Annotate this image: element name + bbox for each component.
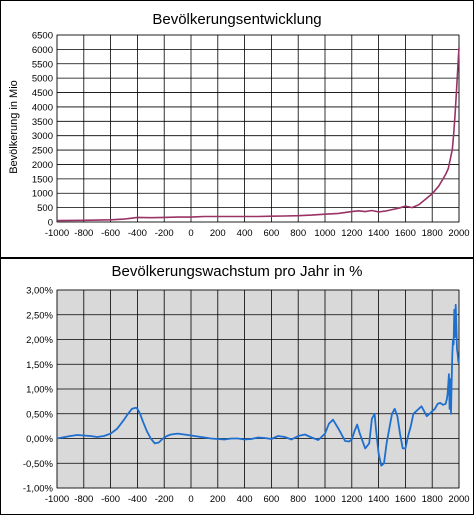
x-tick-label: 1200	[341, 494, 362, 505]
y-axis-label: Bevölkerung in Mio	[8, 80, 20, 174]
x-tick-label: 1400	[368, 228, 389, 239]
x-tick-label: 1000	[314, 494, 335, 505]
population-chart: Bevölkerungsentwicklung Bevölkerung in M…	[8, 11, 470, 240]
chart-divider	[0, 257, 474, 259]
x-tick-label: 600	[263, 228, 279, 239]
y-tick-label: 1,50%	[26, 360, 53, 371]
x-tick-label: 1800	[422, 228, 443, 239]
y-tick-label: 2,00%	[26, 335, 53, 346]
plot-area: -1000 -800 -600 -400 -200 0 200 400 600 800 1000 12…	[23, 286, 470, 506]
x-tick-label: -1000	[45, 494, 69, 505]
x-tick-label: 400	[237, 228, 253, 239]
plot-area: -1000 -800 -600 -400 -200 0 200 400 600 800 1000 12…	[32, 31, 470, 240]
y-tick-label: 0,00%	[26, 434, 53, 445]
x-tick-label: 1000	[314, 228, 335, 239]
y-tick-label: 0	[48, 218, 53, 229]
x-tick-label: -800	[74, 494, 93, 505]
x-tick-label: 2000	[448, 228, 469, 239]
x-tick-label: 0	[188, 228, 193, 239]
series-line	[56, 303, 460, 467]
y-tick-label: 6500	[32, 31, 53, 42]
x-tick-label: 800	[290, 228, 306, 239]
y-tick-label: 6000	[32, 45, 53, 56]
y-tick-label: 2000	[32, 160, 53, 171]
x-tick-label: 1600	[395, 494, 416, 505]
x-tick-label: -400	[128, 228, 147, 239]
y-tick-label: 4000	[32, 102, 53, 113]
x-tick-label: -400	[128, 494, 147, 505]
y-tick-label: -1,00%	[23, 484, 54, 495]
x-tick-label: -200	[155, 228, 174, 239]
x-tick-label: 0	[188, 494, 193, 505]
x-tick-label: 1600	[395, 228, 416, 239]
y-tick-label: 1,00%	[26, 385, 53, 396]
y-tick-label: 5500	[32, 59, 53, 70]
y-tick-label: 2,50%	[26, 310, 53, 321]
x-tick-label: -1000	[45, 228, 69, 239]
x-tick-label: 200	[210, 228, 226, 239]
x-tick-label: 2000	[448, 494, 469, 505]
y-tick-label: 4500	[32, 88, 53, 99]
growth-chart: Bevölkerungswachstum pro Jahr in % -1000…	[23, 263, 470, 506]
x-tick-label: 400	[237, 494, 253, 505]
x-tick-label: 1200	[341, 228, 362, 239]
x-tick-label: 800	[290, 494, 306, 505]
y-tick-label: 3000	[32, 131, 53, 142]
y-tick-label: 500	[37, 203, 53, 214]
x-tick-label: -600	[101, 228, 120, 239]
y-tick-label: 5000	[32, 74, 53, 85]
y-tick-label: 2500	[32, 146, 53, 157]
x-tick-label: 600	[263, 494, 279, 505]
y-tick-label: 1000	[32, 189, 53, 200]
chart-title: Bevölkerungsentwicklung	[152, 11, 321, 28]
x-tick-label: 200	[210, 494, 226, 505]
series-line	[56, 47, 460, 222]
y-tick-label: 1500	[32, 174, 53, 185]
y-tick-label: 0,50%	[26, 409, 53, 420]
x-tick-label: 1800	[422, 494, 443, 505]
x-tick-label: -200	[155, 494, 174, 505]
y-tick-label: 3,00%	[26, 286, 53, 297]
y-tick-label: 3500	[32, 117, 53, 128]
plot-background	[56, 34, 460, 223]
x-tick-label: -800	[74, 228, 93, 239]
chart-title: Bevölkerungswachstum pro Jahr in %	[112, 263, 363, 280]
x-tick-label: -600	[101, 494, 120, 505]
y-tick-label: -0,50%	[23, 459, 54, 470]
x-tick-label: 1400	[368, 494, 389, 505]
